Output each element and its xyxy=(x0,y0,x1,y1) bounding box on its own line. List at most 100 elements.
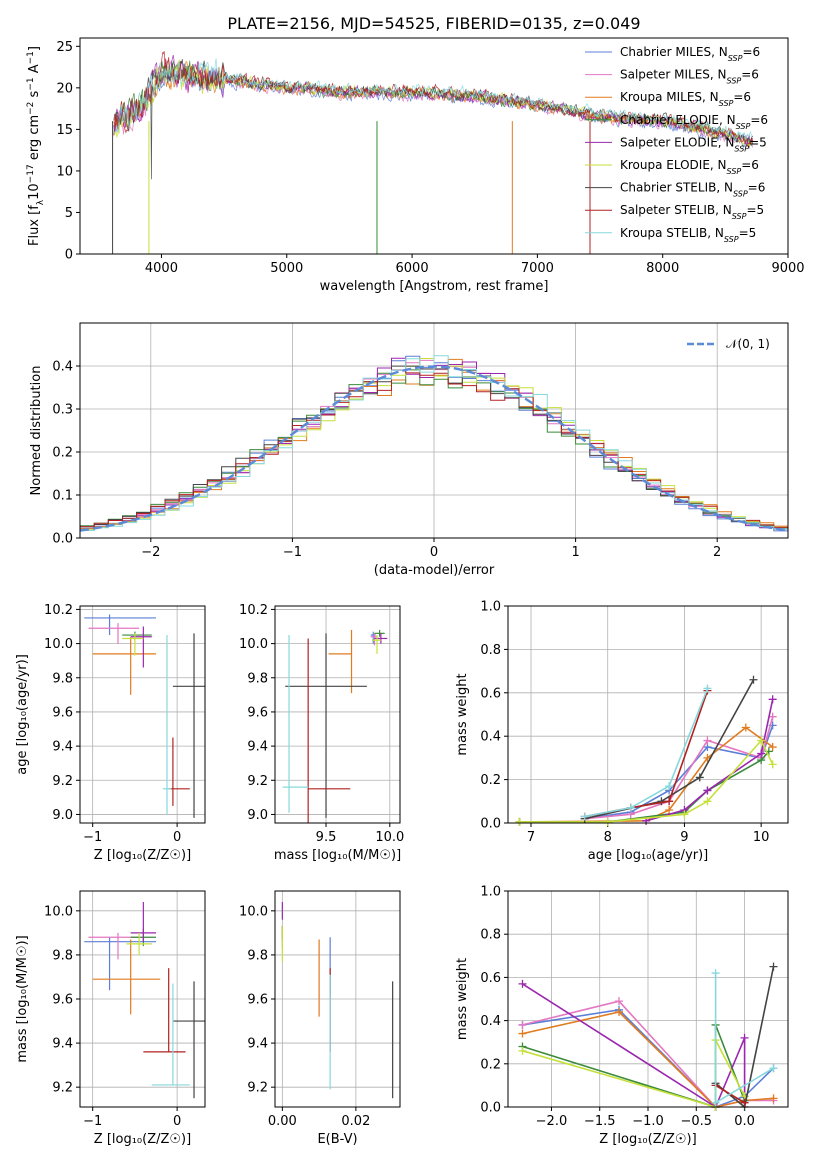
spectrum-line-kroupa-stelib xyxy=(113,58,754,142)
x-tick-label: 9 xyxy=(680,830,688,845)
marker-plus xyxy=(603,817,612,826)
marker-plus xyxy=(769,1064,778,1073)
y-tick-label: 0.2 xyxy=(480,773,501,788)
series-line-kroupa-elodie xyxy=(519,739,774,823)
y-tick-label: 10.0 xyxy=(239,904,268,919)
y-tick-label: 0.0 xyxy=(52,532,73,547)
y-tick-label: 0.2 xyxy=(480,1057,501,1072)
errorbar-point xyxy=(130,902,157,942)
errorbar-point xyxy=(282,635,309,813)
y-tick-label: 0.8 xyxy=(480,643,501,658)
errorbar-point xyxy=(370,633,378,646)
legend-label: Chabrier STELIB, NSSP=6 xyxy=(620,181,765,199)
errorbar-point xyxy=(84,937,157,991)
x-tick-label: 0 xyxy=(430,545,438,560)
y-tick-label: 5 xyxy=(65,206,73,221)
errorbar-point xyxy=(285,633,367,818)
x-axis-label: Z [log₁₀(Z/Z☉)] xyxy=(599,1132,696,1147)
marker-plus xyxy=(740,1098,749,1107)
x-axis-label: mass [log₁₀(M/M☉)] xyxy=(274,848,401,863)
marker-plus xyxy=(703,736,712,745)
y-tick-label: 0 xyxy=(65,248,73,263)
y-tick-label: 0.1 xyxy=(52,489,73,504)
errorbar-point xyxy=(130,626,152,668)
y-tick-label: 10.0 xyxy=(44,904,73,919)
marker-plus xyxy=(749,675,758,684)
error-bars xyxy=(281,902,394,1099)
x-axis-label: (data-model)/error xyxy=(374,563,495,578)
marker-plus xyxy=(518,1029,527,1038)
legend-label: Chabrier MILES, NSSP=6 xyxy=(620,45,760,63)
marker-plus xyxy=(768,743,777,752)
y-tick-label: 9.0 xyxy=(247,808,268,823)
marker-plus xyxy=(515,817,524,826)
legend-label: Kroupa ELODIE, NSSP=6 xyxy=(620,158,759,176)
errorbar-point xyxy=(374,629,385,637)
y-tick-label: 1.0 xyxy=(480,600,501,615)
gaussian-curve xyxy=(80,365,788,532)
x-axis-label: age [log₁₀(age/yr)] xyxy=(588,848,709,863)
errorbar-point xyxy=(151,983,190,1086)
x-tick-label: −1.0 xyxy=(632,1114,664,1129)
marker-plus xyxy=(680,810,689,819)
x-tick-label: 0 xyxy=(173,1114,181,1129)
y-tick-label: 0.6 xyxy=(480,686,501,701)
marker-plus xyxy=(768,712,777,721)
marker-plus xyxy=(626,803,635,812)
y-tick-label: 0.6 xyxy=(480,971,501,986)
x-tick-label: 0.0 xyxy=(734,1114,755,1129)
histograms xyxy=(80,355,788,533)
y-tick-label: 9.2 xyxy=(247,774,268,789)
marker-plus xyxy=(740,1033,749,1042)
marker-plus xyxy=(580,812,589,821)
y-tick-label: 0.4 xyxy=(480,730,501,745)
y-tick-label: 9.0 xyxy=(52,808,73,823)
y-tick-label: 9.8 xyxy=(52,671,73,686)
y-tick-label: 9.8 xyxy=(52,948,73,963)
y-tick-label: 10.2 xyxy=(239,603,268,618)
y-tick-label: 0.2 xyxy=(52,446,73,461)
marker-plus xyxy=(757,736,766,745)
x-tick-label: 4000 xyxy=(145,261,178,276)
y-tick-label: 10.0 xyxy=(239,637,268,652)
legend-label: Salpeter ELODIE, NSSP=5 xyxy=(620,135,767,153)
x-axis-label: wavelength [Angstrom, rest frame] xyxy=(320,279,549,294)
x-tick-label: 7 xyxy=(527,830,535,845)
y-tick-label: 9.6 xyxy=(247,993,268,1008)
x-tick-label: 0.02 xyxy=(341,1114,370,1129)
axes-frame xyxy=(79,890,206,1108)
y-tick-label: 0.4 xyxy=(52,360,73,375)
y-tick-label: 9.8 xyxy=(247,671,268,686)
y-tick-label: 9.4 xyxy=(52,740,73,755)
mass-vs-ebv-panel: 0.00 0.02 9.2 9.4 9.6 9.8 10.0 E(B-V) xyxy=(239,890,401,1147)
spectrum-panel: 4000 5000 6000 7000 8000 9000 0 5 10 15 20 25 wavele… xyxy=(26,37,805,294)
error-bars xyxy=(84,902,205,1099)
x-tick-label: −0.5 xyxy=(680,1114,712,1129)
marker-plus xyxy=(769,962,778,971)
y-tick-label: 1.0 xyxy=(480,885,501,900)
x-axis-label: Z [log₁₀(Z/Z☉)] xyxy=(94,848,191,863)
errorbar-point xyxy=(122,633,144,656)
axes-frame xyxy=(507,605,789,824)
x-tick-label: 0 xyxy=(173,830,181,845)
x-tick-label: 2 xyxy=(713,545,721,560)
x-tick-label: 8000 xyxy=(646,261,679,276)
errorbar-point xyxy=(371,635,381,654)
series-line-kroupa-stelib xyxy=(584,688,709,818)
x-tick-label: 9000 xyxy=(771,261,804,276)
marker-plus xyxy=(615,997,624,1006)
histogram-kroupa-stelib xyxy=(80,355,788,533)
errorbar-point xyxy=(92,939,161,1015)
legend-label: 𝒩(0, 1) xyxy=(726,337,770,351)
age-vs-mass-panel: 9.5 10.0 9.0 9.2 9.4 9.6 9.8 10.0 10.2 mass [log₁… xyxy=(239,603,404,863)
marker-plus xyxy=(703,786,712,795)
series-line-salpeter-miles xyxy=(584,716,774,820)
y-axis-label: Flux [fλ10−17 erg cm−2 s−1 A−1] xyxy=(26,46,46,246)
errorbar-point xyxy=(172,633,205,818)
mass-weight-vs-Z-panel: −2.0 −1.5 −1.0 −0.5 0.0 0.0 0.2 0.4 0.6 0.8 1.0 Z [… xyxy=(455,885,789,1147)
axes-frame xyxy=(79,605,206,824)
legend-label: Chabrier ELODIE, NSSP=6 xyxy=(620,113,768,131)
errorbar-point xyxy=(162,635,172,815)
y-tick-label: 9.6 xyxy=(52,993,73,1008)
errorbar-point xyxy=(143,968,186,1053)
